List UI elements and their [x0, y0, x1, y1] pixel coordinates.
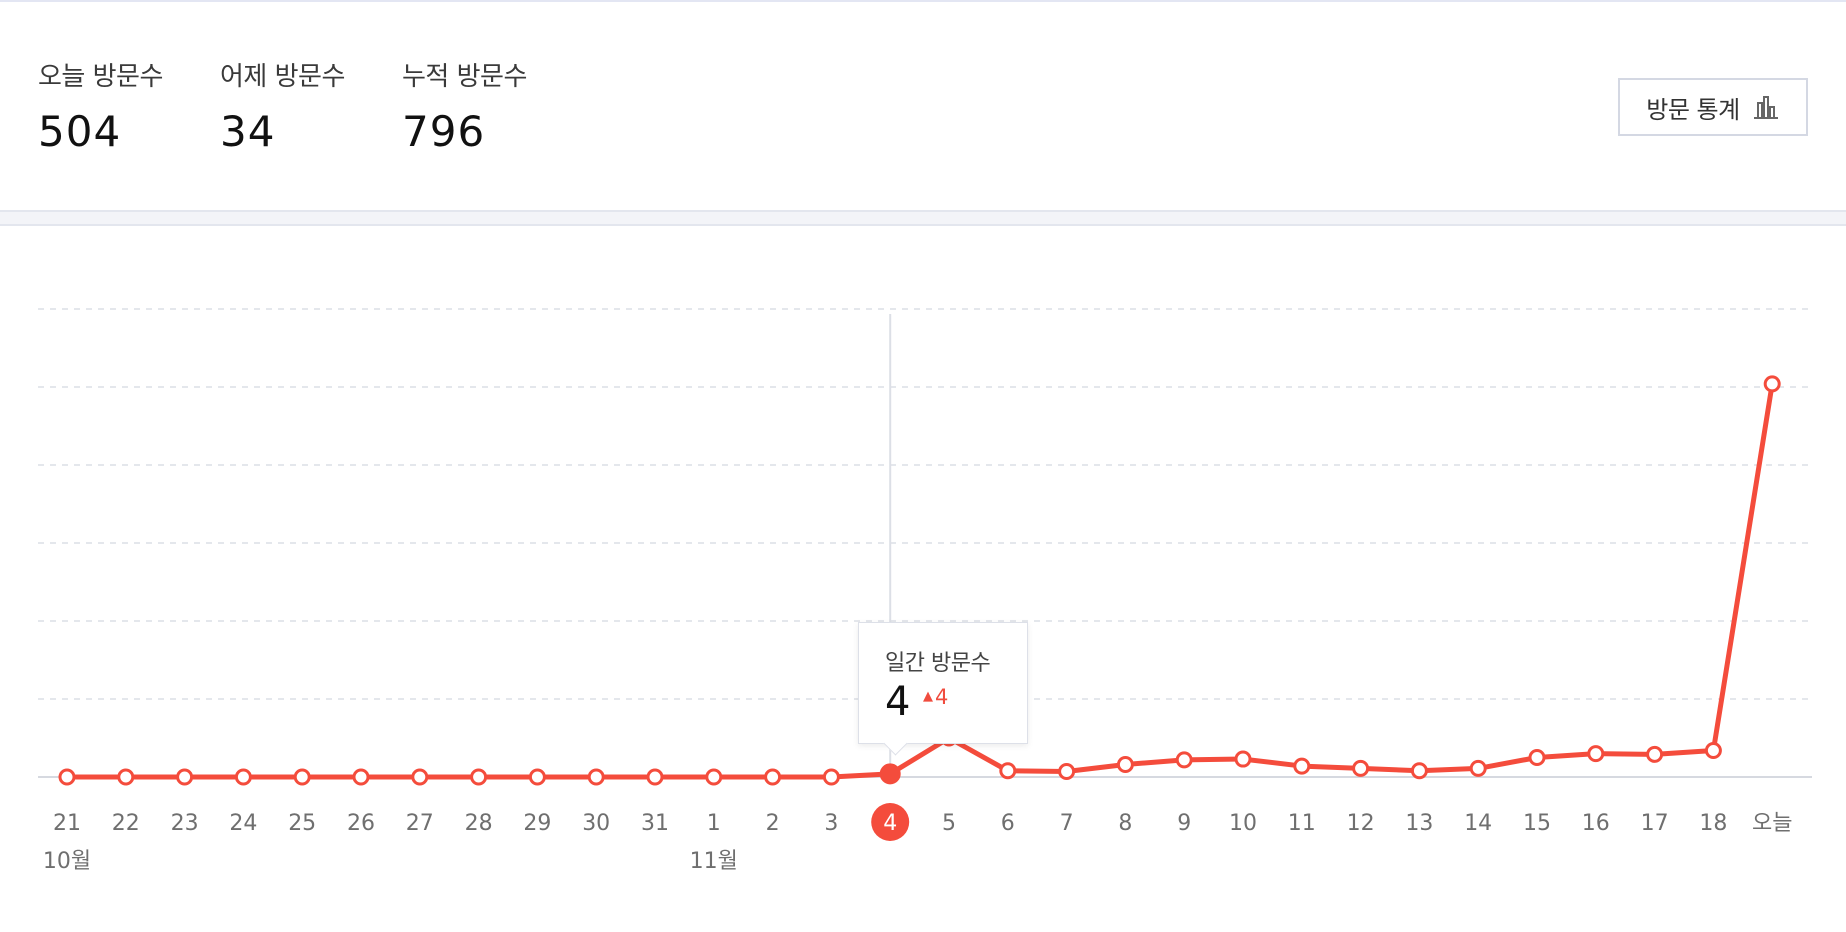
- section-divider: [0, 210, 1846, 226]
- data-point[interactable]: [293, 768, 311, 786]
- x-tick-label[interactable]: 24: [229, 811, 257, 836]
- data-point[interactable]: [176, 768, 194, 786]
- x-tick-label[interactable]: 1: [707, 811, 721, 836]
- x-tick-label[interactable]: 4: [883, 811, 897, 836]
- x-tick-label[interactable]: 30: [582, 811, 610, 836]
- data-point[interactable]: [1587, 745, 1605, 763]
- data-point[interactable]: [1058, 763, 1076, 781]
- daily-visits-chart: 21 22 23 24 25 26 27 28 29 30 31 1 2 3 4 5 6 7 8 9 10 11 12 13 1…: [38, 308, 1812, 874]
- data-point[interactable]: [705, 768, 723, 786]
- series-line: [64, 381, 1775, 780]
- data-point[interactable]: [1293, 757, 1311, 775]
- x-tick-label[interactable]: 5: [942, 811, 956, 836]
- data-point[interactable]: [117, 768, 135, 786]
- x-tick-label[interactable]: 13: [1405, 811, 1433, 836]
- data-point[interactable]: [822, 768, 840, 786]
- data-point[interactable]: [1410, 762, 1428, 780]
- tooltip-delta-value: 4: [935, 685, 949, 709]
- data-point[interactable]: [58, 768, 76, 786]
- stat-total-value: 796: [402, 107, 486, 156]
- tooltip-label: 일간 방문수: [885, 651, 991, 676]
- triangle-up-icon: ▲: [923, 689, 933, 704]
- x-tick-label[interactable]: 22: [112, 811, 140, 836]
- x-tick-label[interactable]: 10: [1229, 811, 1257, 836]
- stat-yesterday-label: 어제 방문수: [220, 62, 345, 92]
- visit-stats-button-label: 방문 통계: [1646, 95, 1740, 124]
- tooltip-value: 4: [885, 679, 911, 725]
- visit-stats-button[interactable]: 방문 통계: [1618, 78, 1808, 136]
- visit-stats: 오늘 방문수 504 어제 방문수 34 누적 방문수 796: [38, 56, 584, 156]
- x-tick-label[interactable]: 14: [1464, 811, 1492, 836]
- data-point[interactable]: [1646, 745, 1664, 763]
- x-tick-label[interactable]: 28: [465, 811, 493, 836]
- data-point[interactable]: [234, 768, 252, 786]
- x-tick-highlight: [871, 803, 910, 841]
- data-point[interactable]: [1352, 759, 1370, 777]
- data-point[interactable]: [1469, 759, 1487, 777]
- data-point[interactable]: [999, 762, 1017, 780]
- data-point[interactable]: [352, 768, 370, 786]
- stat-total-label: 누적 방문수: [402, 62, 527, 92]
- data-point[interactable]: [587, 768, 605, 786]
- stat-today-value: 504: [38, 107, 122, 156]
- data-point[interactable]: [1704, 741, 1722, 759]
- x-tick-label[interactable]: 18: [1699, 811, 1727, 836]
- x-tick-label[interactable]: 27: [406, 811, 434, 836]
- month-label: 10월: [43, 849, 91, 874]
- x-tick-label[interactable]: 15: [1523, 811, 1551, 836]
- data-point[interactable]: [470, 768, 488, 786]
- x-tick-label[interactable]: 31: [641, 811, 669, 836]
- x-tick-label[interactable]: 26: [347, 811, 375, 836]
- x-tick-label[interactable]: 23: [171, 811, 199, 836]
- stat-today: 오늘 방문수 504: [38, 56, 220, 156]
- data-point[interactable]: [1528, 749, 1546, 766]
- x-tick-label[interactable]: 11: [1288, 811, 1316, 836]
- x-tick-label[interactable]: 6: [1001, 811, 1015, 836]
- x-tick-label[interactable]: 9: [1177, 811, 1191, 836]
- x-tick-label[interactable]: 8: [1118, 811, 1132, 836]
- data-point[interactable]: [1175, 751, 1193, 769]
- x-tick-label[interactable]: 오늘: [1752, 811, 1792, 836]
- data-point[interactable]: [1116, 756, 1134, 774]
- data-point[interactable]: [1763, 375, 1781, 393]
- x-tick-label[interactable]: 25: [288, 811, 316, 836]
- x-tick-label[interactable]: 7: [1060, 811, 1074, 836]
- x-tick-label[interactable]: 29: [523, 811, 551, 836]
- month-label: 11월: [690, 849, 738, 874]
- data-point[interactable]: [764, 768, 782, 786]
- x-tick-label[interactable]: 17: [1641, 811, 1669, 836]
- x-tick-label[interactable]: 21: [53, 811, 81, 836]
- daily-visits-tooltip: 일간 방문수 4 ▲4: [858, 622, 1028, 744]
- data-point-highlighted[interactable]: [879, 763, 901, 785]
- top-border: [0, 0, 1846, 2]
- bar-chart-icon: [1752, 94, 1780, 120]
- data-point[interactable]: [646, 768, 664, 786]
- data-point[interactable]: [1234, 750, 1252, 768]
- stat-total: 누적 방문수 796: [402, 56, 584, 156]
- stat-today-label: 오늘 방문수: [38, 62, 163, 92]
- x-tick-label[interactable]: 12: [1347, 811, 1375, 836]
- stat-yesterday: 어제 방문수 34: [220, 56, 402, 156]
- tooltip-delta: ▲4: [923, 685, 948, 709]
- stat-yesterday-value: 34: [220, 107, 276, 156]
- x-tick-label[interactable]: 3: [824, 811, 838, 836]
- data-point[interactable]: [411, 768, 429, 786]
- data-point[interactable]: [528, 768, 546, 786]
- x-tick-label[interactable]: 16: [1582, 811, 1610, 836]
- x-tick-label[interactable]: 2: [766, 811, 780, 836]
